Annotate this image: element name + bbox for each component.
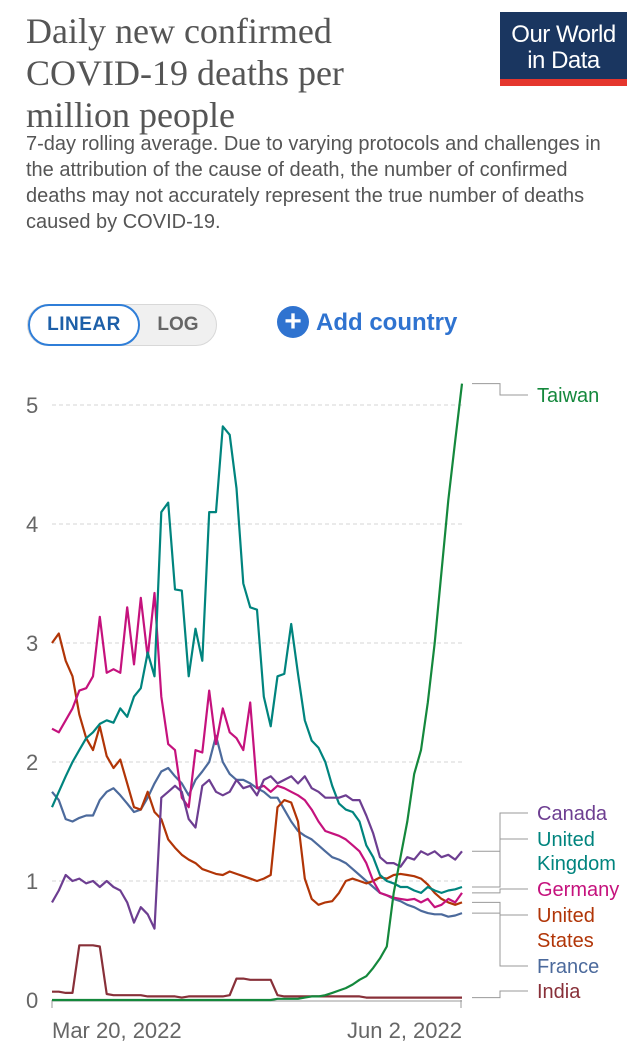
legend-label: Germany xyxy=(537,879,619,901)
legend-label: France xyxy=(537,956,599,978)
y-tick-label: 5 xyxy=(26,393,38,418)
leader-line xyxy=(472,838,528,888)
legend-label: States xyxy=(537,930,594,952)
leader-line xyxy=(472,912,528,967)
x-axis: Mar 20, 2022 Jun 2, 2022 xyxy=(51,1000,462,1043)
series-line-taiwan xyxy=(52,383,464,1002)
leader-line xyxy=(472,383,528,396)
add-country-label: Add country xyxy=(316,309,458,336)
y-tick-label: 0 xyxy=(26,988,38,1013)
series-lines xyxy=(50,383,464,1002)
legend-label: United xyxy=(537,905,595,927)
logo-line-2: in Data xyxy=(527,47,600,74)
legend-labels: TaiwanCanadaUnitedKingdomGermanyUnitedSt… xyxy=(537,385,619,1003)
legend-label: Taiwan xyxy=(537,385,599,407)
x-tick-label: Mar 20, 2022 xyxy=(52,1018,182,1043)
y-tick-label: 2 xyxy=(26,750,38,775)
chart-title: Daily new confirmed COVID-19 deaths per … xyxy=(26,10,466,136)
logo-line-1: Our World xyxy=(511,21,616,48)
title-line-1: Daily new confirmed xyxy=(26,11,332,51)
log-scale-button[interactable]: LOG xyxy=(157,314,199,335)
series-line-canada xyxy=(51,775,463,930)
leader-line xyxy=(472,901,528,916)
scale-toggle: LINEAR LOG xyxy=(27,304,217,346)
logo-red-bar xyxy=(500,79,627,86)
legend-leader-lines xyxy=(472,383,528,999)
y-tick-label: 3 xyxy=(26,631,38,656)
legend-label: United xyxy=(537,829,595,851)
title-line-2: COVID-19 deaths per xyxy=(26,53,344,93)
chart-subtitle: 7-day rolling average. Due to varying pr… xyxy=(26,133,601,233)
linear-scale-button[interactable]: LINEAR xyxy=(28,304,140,346)
y-axis-ticks: 0 1 2 3 4 5 xyxy=(26,393,38,1013)
plus-circle-icon: + xyxy=(277,305,309,338)
y-tick-label: 4 xyxy=(26,512,38,537)
series-line-united-kingdom xyxy=(50,425,463,895)
x-tick-label: Jun 2, 2022 xyxy=(347,1018,462,1043)
add-country-button[interactable]: + Add country xyxy=(277,305,457,341)
legend-label: Kingdom xyxy=(537,853,616,875)
owid-logo[interactable]: Our World in Data xyxy=(500,12,627,86)
series-line-india xyxy=(52,944,462,999)
y-tick-label: 1 xyxy=(26,869,38,894)
grid-lines xyxy=(52,404,462,882)
series-line-united-states xyxy=(51,632,463,906)
title-line-3: million people xyxy=(26,95,235,135)
leader-line xyxy=(472,888,528,894)
leader-line xyxy=(472,990,528,999)
leader-line xyxy=(472,812,528,852)
legend-label: India xyxy=(537,981,581,1003)
legend-label: Canada xyxy=(537,803,608,825)
series-line-france xyxy=(51,734,463,918)
line-chart: 0 1 2 3 4 5 Mar 20, 2022 Jun 2, 2022 Taiwan Can… xyxy=(26,383,619,1043)
